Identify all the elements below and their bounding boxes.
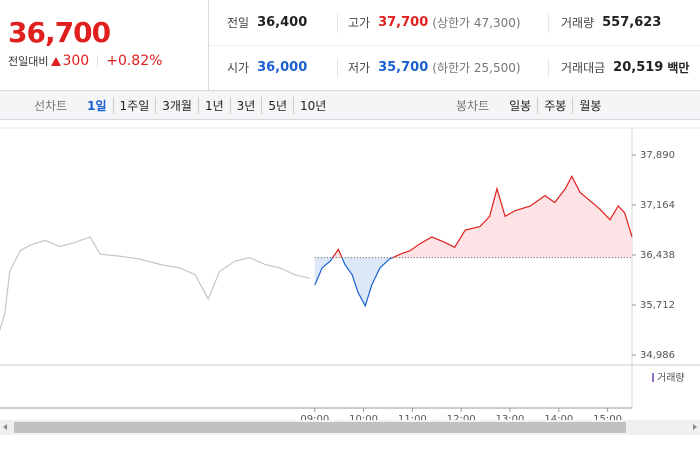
stats-row: 전일 36,400 고가 37,700 (상한가 47,300) 거래량 557,623 <box>209 0 700 46</box>
stat: 시가 36,000 <box>209 58 337 78</box>
up-icon <box>51 56 62 66</box>
stat-value: 36,400 <box>257 15 308 30</box>
x-tick-label: 15:00 <box>593 414 622 420</box>
tab[interactable]: 5년 <box>261 96 293 114</box>
volume-swatch <box>652 373 654 382</box>
candle-tabs: 봉차트 일봉 주봉 월봉 <box>456 91 607 119</box>
tab[interactable]: 1일 <box>87 98 107 113</box>
price-box: 36,700 전일대비 300 +0.82% <box>0 0 209 90</box>
tab[interactable]: 3년 <box>229 96 262 114</box>
x-tick-label: 12:00 <box>447 414 476 420</box>
price: 36,700 <box>8 16 111 49</box>
chart-tabs: 선차트 1일 1주일 3개월 1년 3년 5년 10년 봉차트 일봉 주봉 월봉 <box>0 91 700 120</box>
stat-note: (하한가 25,500) <box>432 61 521 75</box>
x-tick-label: 10:00 <box>349 414 378 420</box>
area-below <box>314 257 393 306</box>
tab[interactable]: 10년 <box>293 96 332 114</box>
separator <box>97 55 99 67</box>
tab-group-label: 선차트 <box>34 98 68 113</box>
tab[interactable]: 1주일 <box>112 96 156 114</box>
stat-label: 전일 <box>227 16 250 30</box>
stat: 거래대금 20,519 백만 <box>548 57 690 78</box>
y-tick-label: 36,438 <box>640 250 675 261</box>
chart: 37,890 37,164 36,438 35,712 34,986 09:00 10:00… <box>0 127 700 420</box>
stat-value: 557,623 <box>602 15 662 30</box>
volume-label: 거래량 <box>657 372 685 384</box>
stat: 거래량 557,623 <box>548 12 662 33</box>
stat-label: 고가 <box>348 16 371 30</box>
y-tick-label: 34,986 <box>640 350 675 361</box>
x-tick-label: 09:00 <box>300 414 329 420</box>
stat-note: (상한가 47,300) <box>432 16 521 30</box>
line-tabs: 선차트 1일 1주일 3개월 1년 3년 5년 10년 <box>34 91 332 119</box>
stat-value: 36,000 <box>257 60 308 75</box>
stat-unit: 백만 <box>667 61 690 75</box>
stat-value: 35,700 <box>378 60 429 75</box>
tab[interactable]: 일봉 <box>509 98 532 113</box>
x-tick-label: 14:00 <box>544 414 573 420</box>
price-line-above <box>331 175 633 258</box>
scrollbar[interactable] <box>0 420 700 435</box>
price-line <box>0 236 311 331</box>
stat: 전일 36,400 <box>209 13 337 33</box>
y-tick-label: 37,164 <box>640 200 675 211</box>
tab[interactable]: 3개월 <box>155 96 198 114</box>
change-value: 300 <box>62 53 90 69</box>
change-pct: +0.82% <box>106 53 163 69</box>
quote-header: 36,700 전일대비 300 +0.82% 전일 36,400 고가 37,700(… <box>0 0 700 91</box>
stat-label: 거래량 <box>561 16 595 30</box>
x-tick-label: 11:00 <box>398 414 427 420</box>
change-label: 전일대비 <box>8 55 49 68</box>
price-line-below <box>314 257 395 308</box>
tab[interactable]: 주봉 <box>537 96 572 114</box>
tab-group-label: 봉차트 <box>456 98 490 113</box>
scroll-thumb[interactable] <box>14 422 626 433</box>
stat-label: 시가 <box>227 61 250 75</box>
area-above <box>314 176 632 258</box>
tab[interactable]: 월봉 <box>572 96 607 114</box>
x-tick-label: 13:00 <box>496 414 525 420</box>
tab[interactable]: 1년 <box>197 96 230 114</box>
stat-label: 거래대금 <box>561 61 606 75</box>
y-tick-label: 37,890 <box>640 150 675 161</box>
stat-value: 37,700 <box>378 15 429 30</box>
stats: 전일 36,400 고가 37,700 (상한가 47,300) 거래량 557,623 시가… <box>209 0 700 90</box>
stat-value: 20,519 <box>613 60 664 75</box>
stats-row: 시가 36,000 저가 35,700 (하한가 25,500) 거래대금 20,519 백만 <box>209 45 700 90</box>
stat: 저가 35,700 (하한가 25,500) <box>337 57 548 78</box>
stat-label: 저가 <box>348 61 371 75</box>
y-tick-label: 35,712 <box>640 300 675 311</box>
stat: 고가 37,700 (상한가 47,300) <box>337 12 548 33</box>
change: 전일대비 300 +0.82% <box>8 53 162 69</box>
